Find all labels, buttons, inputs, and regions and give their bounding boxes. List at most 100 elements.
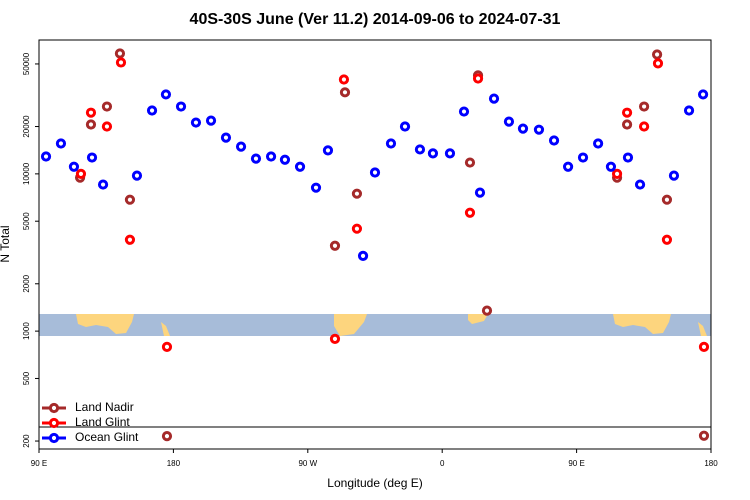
point <box>160 89 172 100</box>
point <box>75 168 87 179</box>
point <box>698 341 710 352</box>
point <box>101 101 113 112</box>
point <box>235 141 247 152</box>
point <box>593 138 604 149</box>
y-tick-label: 20000 <box>22 115 31 138</box>
point <box>339 87 351 98</box>
point <box>458 106 470 117</box>
point <box>329 333 341 344</box>
point <box>414 144 426 155</box>
point <box>472 73 484 84</box>
y-tick-label: 50000 <box>22 52 31 75</box>
legend-label: Land Glint <box>75 415 130 429</box>
x-tick-label: 90 E <box>568 459 584 468</box>
point <box>205 115 217 126</box>
point <box>310 182 322 193</box>
point <box>175 101 187 112</box>
point <box>517 123 529 134</box>
x-tick-label: 90 E <box>31 459 47 468</box>
point <box>85 107 97 118</box>
point <box>503 116 515 127</box>
y-tick-label: 1000 <box>22 322 31 340</box>
point <box>488 93 500 104</box>
point <box>427 148 439 159</box>
point <box>444 148 456 159</box>
point <box>683 105 695 116</box>
point <box>638 121 650 132</box>
point <box>464 157 476 168</box>
point <box>621 107 633 118</box>
point <box>55 138 67 149</box>
point <box>661 234 673 245</box>
point <box>124 194 136 205</box>
y-tick-label: 10000 <box>22 162 31 185</box>
point <box>351 223 363 234</box>
point <box>131 170 143 181</box>
point <box>265 151 277 162</box>
point <box>661 194 673 205</box>
y-tick-label: 200 <box>22 434 31 448</box>
point <box>68 161 80 172</box>
y-tick-label: 500 <box>22 371 31 385</box>
point <box>85 119 97 130</box>
point <box>86 152 98 163</box>
y-tick-label: 2000 <box>22 274 31 292</box>
point <box>322 145 334 156</box>
point <box>533 124 545 135</box>
point <box>279 154 291 165</box>
x-tick-label: 180 <box>167 459 181 468</box>
point <box>621 119 633 130</box>
point <box>698 430 710 441</box>
point <box>474 187 486 198</box>
y-tick-label: 5000 <box>22 212 31 230</box>
point <box>351 188 363 199</box>
point <box>124 234 136 245</box>
point <box>338 74 350 85</box>
x-tick-label: 90 W <box>298 459 317 468</box>
x-tick-label: 180 <box>704 459 718 468</box>
point <box>250 153 262 164</box>
map-strip <box>39 314 711 336</box>
point <box>481 305 493 316</box>
point <box>577 152 589 163</box>
point <box>114 48 126 59</box>
point <box>611 168 623 179</box>
point <box>622 152 634 163</box>
point <box>385 138 397 149</box>
point <box>464 207 476 218</box>
point <box>146 105 158 116</box>
point <box>634 179 646 190</box>
plot-frame <box>38 39 712 450</box>
point <box>97 179 109 190</box>
point <box>161 431 173 442</box>
point <box>399 121 411 132</box>
point <box>357 250 369 261</box>
point <box>562 161 574 172</box>
point <box>161 341 173 352</box>
x-axis-label: Longitude (deg E) <box>327 476 422 490</box>
y-axis-label: N Total <box>0 225 12 262</box>
legend-label: Ocean Glint <box>75 430 139 444</box>
legend-label: Land Nadir <box>75 400 134 414</box>
point <box>697 89 709 100</box>
point <box>638 101 650 112</box>
point <box>190 117 202 128</box>
point <box>294 161 306 172</box>
point <box>115 57 127 68</box>
legend-marker <box>48 402 60 414</box>
point <box>220 132 232 143</box>
legend-marker <box>48 432 60 444</box>
point <box>668 170 680 181</box>
point <box>605 161 617 172</box>
point <box>329 240 341 251</box>
point <box>101 121 113 132</box>
legend-marker <box>48 417 60 429</box>
x-tick-label: 0 <box>440 459 445 468</box>
point <box>40 151 52 162</box>
point <box>652 58 664 69</box>
point <box>651 49 663 60</box>
chart-title: 40S-30S June (Ver 11.2) 2014-09-06 to 20… <box>190 11 561 28</box>
point <box>369 167 381 178</box>
point <box>548 135 560 146</box>
